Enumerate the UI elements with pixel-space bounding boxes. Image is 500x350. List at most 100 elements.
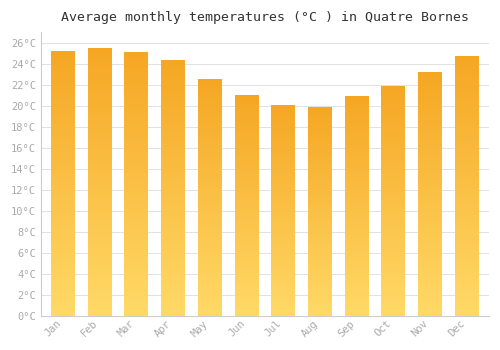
Bar — [272, 265, 295, 267]
Bar — [51, 266, 75, 268]
Bar — [455, 80, 479, 82]
Bar — [198, 103, 222, 105]
Bar — [51, 131, 75, 133]
Bar — [455, 142, 479, 145]
Bar — [88, 294, 112, 297]
Bar — [382, 274, 406, 277]
Bar — [124, 94, 148, 97]
Bar — [455, 158, 479, 160]
Bar — [88, 284, 112, 286]
Bar — [272, 147, 295, 149]
Bar — [234, 241, 258, 243]
Bar — [418, 255, 442, 257]
Bar — [345, 248, 368, 250]
Bar — [124, 84, 148, 86]
Bar — [455, 170, 479, 173]
Bar — [198, 271, 222, 273]
Bar — [418, 143, 442, 145]
Bar — [345, 103, 368, 105]
Bar — [51, 112, 75, 115]
Bar — [234, 305, 258, 307]
Bar — [161, 147, 185, 149]
Bar — [345, 122, 368, 125]
Bar — [345, 98, 368, 101]
Bar — [455, 209, 479, 212]
Bar — [382, 295, 406, 298]
Bar — [198, 238, 222, 240]
Bar — [455, 116, 479, 119]
Bar — [345, 263, 368, 265]
Bar — [308, 303, 332, 305]
Bar — [308, 282, 332, 285]
Bar — [234, 292, 258, 294]
Bar — [308, 134, 332, 136]
Bar — [161, 221, 185, 224]
Bar — [124, 181, 148, 184]
Bar — [272, 286, 295, 288]
Bar — [198, 278, 222, 280]
Bar — [345, 164, 368, 167]
Bar — [308, 255, 332, 257]
Bar — [88, 246, 112, 249]
Bar — [382, 261, 406, 263]
Bar — [161, 80, 185, 83]
Bar — [198, 174, 222, 176]
Bar — [418, 196, 442, 199]
Bar — [124, 298, 148, 300]
Bar — [345, 202, 368, 204]
Bar — [198, 195, 222, 198]
Bar — [198, 79, 222, 82]
Bar — [382, 212, 406, 215]
Bar — [51, 162, 75, 165]
Bar — [88, 222, 112, 225]
Bar — [382, 157, 406, 159]
Bar — [272, 295, 295, 297]
Bar — [272, 219, 295, 221]
Bar — [51, 220, 75, 223]
Bar — [88, 75, 112, 77]
Bar — [382, 164, 406, 166]
Bar — [455, 194, 479, 196]
Bar — [308, 289, 332, 291]
Bar — [345, 151, 368, 153]
Bar — [345, 180, 368, 182]
Bar — [161, 277, 185, 280]
Bar — [308, 186, 332, 188]
Bar — [272, 231, 295, 233]
Bar — [345, 145, 368, 147]
Bar — [234, 153, 258, 155]
Bar — [51, 189, 75, 191]
Bar — [418, 167, 442, 170]
Bar — [88, 187, 112, 190]
Bar — [234, 124, 258, 126]
Bar — [198, 236, 222, 238]
Bar — [234, 210, 258, 212]
Bar — [345, 96, 368, 98]
Bar — [382, 127, 406, 130]
Bar — [161, 113, 185, 116]
Bar — [198, 141, 222, 143]
Bar — [382, 314, 406, 316]
Bar — [308, 157, 332, 159]
Bar — [308, 159, 332, 161]
Bar — [198, 198, 222, 200]
Bar — [51, 173, 75, 175]
Bar — [455, 191, 479, 194]
Bar — [455, 225, 479, 228]
Bar — [198, 311, 222, 313]
Bar — [51, 199, 75, 202]
Bar — [51, 175, 75, 178]
Bar — [124, 192, 148, 195]
Bar — [308, 234, 332, 236]
Bar — [51, 104, 75, 107]
Bar — [418, 121, 442, 123]
Bar — [198, 285, 222, 287]
Bar — [455, 82, 479, 85]
Bar — [161, 265, 185, 267]
Bar — [88, 275, 112, 278]
Bar — [418, 187, 442, 189]
Bar — [308, 307, 332, 309]
Bar — [51, 181, 75, 183]
Bar — [345, 184, 368, 186]
Bar — [455, 222, 479, 225]
